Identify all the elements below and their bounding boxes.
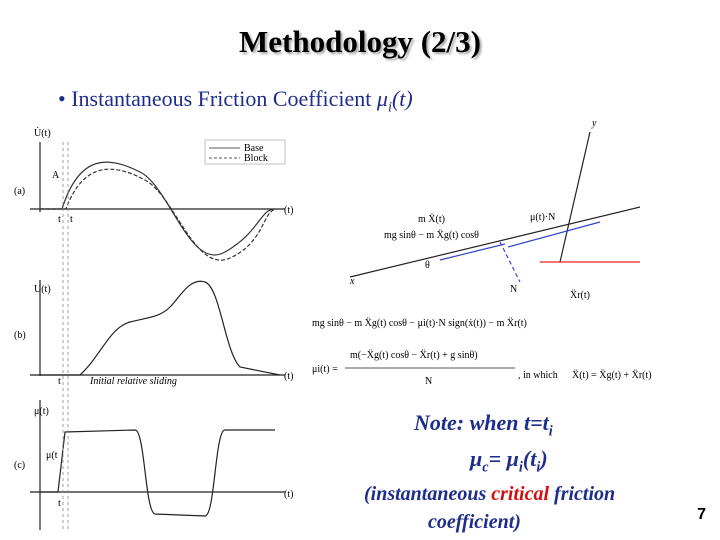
marker: A bbox=[52, 170, 60, 181]
legend-entry: Block bbox=[244, 153, 268, 164]
legend-entry: Base bbox=[244, 143, 264, 154]
tick: t bbox=[70, 214, 73, 225]
page-number: 7 bbox=[697, 506, 706, 523]
note-line: coefficient) bbox=[428, 511, 521, 533]
diagram-label: m Ẍ(t) bbox=[418, 213, 445, 225]
axis-label: U(t) bbox=[34, 284, 51, 295]
tick: t bbox=[58, 498, 61, 509]
panel-label: (a) bbox=[14, 186, 25, 197]
bullet-sub: i bbox=[387, 99, 392, 116]
note-sub: i bbox=[548, 423, 553, 440]
note-line: (instantaneous critical friction bbox=[364, 483, 615, 506]
diagram-label: μ(t)·N bbox=[530, 212, 555, 223]
panel-label: (b) bbox=[14, 330, 26, 341]
note-text: ) bbox=[540, 446, 548, 471]
note-sub: c bbox=[482, 459, 489, 476]
note-text: friction bbox=[549, 483, 616, 505]
note-sub: i bbox=[536, 459, 541, 476]
note-text: μ bbox=[470, 446, 483, 471]
formula: , in which bbox=[518, 370, 558, 381]
figure: (a) (b) (c) U̇(t) U(t) μ(t) (t) (t) (t) … bbox=[14, 118, 652, 532]
note-line: Note: when t=ti bbox=[414, 410, 553, 440]
bullet: • Instantaneous Friction Coefficient μi(… bbox=[58, 86, 413, 116]
axis-label: μ(t) bbox=[34, 406, 49, 417]
note-line: μc= μi(ti) bbox=[470, 446, 548, 476]
axis-label: (t) bbox=[284, 489, 293, 500]
formula: m(−Ẍg(t) cosθ − Ẍr(t) + g sinθ) bbox=[350, 349, 478, 361]
bullet-arg: (t) bbox=[391, 86, 413, 111]
tick: t bbox=[58, 376, 61, 387]
formula: Ẍ(t) = Ẍg(t) + Ẍr(t) bbox=[572, 369, 652, 381]
diagram-label: N bbox=[510, 284, 517, 295]
annotation: Initial relative sliding bbox=[89, 376, 177, 387]
tick: t bbox=[58, 214, 61, 225]
note-text: = μ bbox=[488, 446, 519, 471]
axis-label: (t) bbox=[284, 371, 293, 382]
bullet-symbol: μ bbox=[376, 86, 388, 111]
note-text: Note: when t=t bbox=[414, 410, 549, 435]
diagram-label: Ẍr(t) bbox=[570, 289, 590, 301]
note-highlight: critical bbox=[491, 483, 550, 505]
bullet-text: Instantaneous Friction Coefficient bbox=[71, 86, 377, 111]
diagram-label: x bbox=[349, 276, 355, 287]
axis-label: (t) bbox=[284, 205, 293, 216]
note-text: (instantaneous bbox=[364, 483, 492, 505]
axis-label: U̇(t) bbox=[34, 127, 51, 139]
formula: mg sinθ − m Ẍg(t) cosθ − μi(t)·N sign(ẋ(… bbox=[312, 317, 527, 329]
formula: μi(t) = bbox=[312, 364, 338, 375]
slide-title: Methodology (2/3) bbox=[239, 24, 481, 59]
diagram-label: mg sinθ − m Ẍg(t) cosθ bbox=[384, 229, 479, 241]
marker: μ(t bbox=[46, 450, 58, 461]
note-sub: i bbox=[518, 459, 523, 476]
formula: N bbox=[425, 376, 432, 387]
diagram-label: y bbox=[591, 118, 597, 129]
panel-label: (c) bbox=[14, 460, 25, 471]
figure-labels: (a) (b) (c) U̇(t) U(t) μ(t) (t) (t) (t) … bbox=[14, 118, 652, 509]
diagram-label: θ bbox=[425, 260, 430, 271]
note-text: (t bbox=[522, 446, 537, 471]
